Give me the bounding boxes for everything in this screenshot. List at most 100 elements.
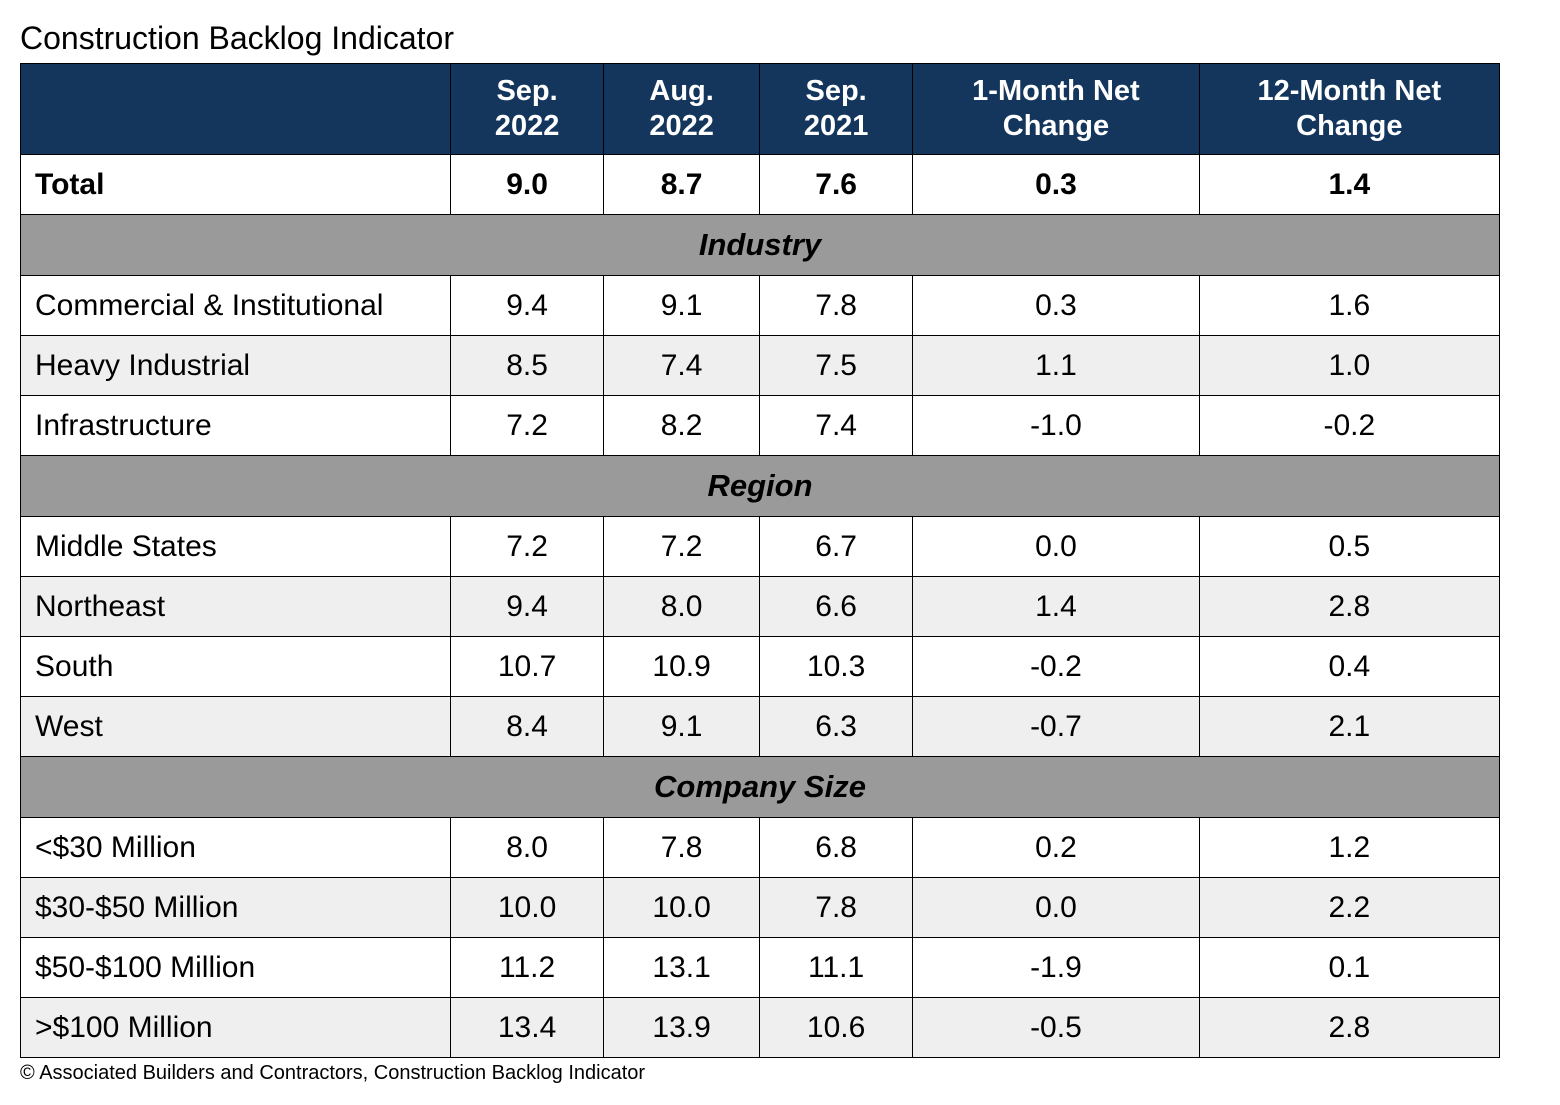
cell: 13.4 xyxy=(451,998,604,1058)
col-header-1month: 1-Month Net Change xyxy=(913,64,1199,155)
cell: 1.4 xyxy=(913,577,1199,637)
cell: 7.2 xyxy=(604,517,760,577)
row-label: $50-$100 Million xyxy=(21,938,451,998)
cell: 2.8 xyxy=(1199,577,1499,637)
row-label: Commercial & Institutional xyxy=(21,275,451,335)
cell: 11.2 xyxy=(451,938,604,998)
col-header-sep2021: Sep. 2021 xyxy=(760,64,913,155)
row-label: Northeast xyxy=(21,577,451,637)
cell: 0.2 xyxy=(913,818,1199,878)
cell: 10.0 xyxy=(451,878,604,938)
cell: 0.0 xyxy=(913,878,1199,938)
cell: 7.8 xyxy=(760,275,913,335)
cell: 6.3 xyxy=(760,697,913,757)
table-header: Sep. 2022 Aug. 2022 Sep. 2021 1-Month Ne… xyxy=(21,64,1500,155)
cell: 11.1 xyxy=(760,938,913,998)
cell: 10.7 xyxy=(451,637,604,697)
table-row: South 10.7 10.9 10.3 -0.2 0.4 xyxy=(21,637,1500,697)
cell: 8.2 xyxy=(604,395,760,455)
table-row: Commercial & Institutional 9.4 9.1 7.8 0… xyxy=(21,275,1500,335)
cell: 7.2 xyxy=(451,517,604,577)
cell: 8.0 xyxy=(604,577,760,637)
cell: -0.7 xyxy=(913,697,1199,757)
cell: 9.4 xyxy=(451,577,604,637)
row-label: South xyxy=(21,637,451,697)
total-val-3: 0.3 xyxy=(913,154,1199,214)
cell: 0.1 xyxy=(1199,938,1499,998)
col-header-12month: 12-Month Net Change xyxy=(1199,64,1499,155)
total-val-1: 8.7 xyxy=(604,154,760,214)
cell: 6.7 xyxy=(760,517,913,577)
row-label: >$100 Million xyxy=(21,998,451,1058)
section-company-size-label: Company Size xyxy=(21,757,1500,818)
total-val-2: 7.6 xyxy=(760,154,913,214)
row-label: Infrastructure xyxy=(21,395,451,455)
total-row: Total 9.0 8.7 7.6 0.3 1.4 xyxy=(21,154,1500,214)
cell: 9.1 xyxy=(604,697,760,757)
cell: 6.6 xyxy=(760,577,913,637)
table-row: West 8.4 9.1 6.3 -0.7 2.1 xyxy=(21,697,1500,757)
cell: 0.5 xyxy=(1199,517,1499,577)
cell: 0.4 xyxy=(1199,637,1499,697)
cell: 7.4 xyxy=(604,335,760,395)
total-val-4: 1.4 xyxy=(1199,154,1499,214)
row-label: <$30 Million xyxy=(21,818,451,878)
row-label: Heavy Industrial xyxy=(21,335,451,395)
cell: 7.5 xyxy=(760,335,913,395)
table-body: Total 9.0 8.7 7.6 0.3 1.4 Industry Comme… xyxy=(21,154,1500,1058)
row-label: West xyxy=(21,697,451,757)
total-val-0: 9.0 xyxy=(451,154,604,214)
table-row: $50-$100 Million 11.2 13.1 11.1 -1.9 0.1 xyxy=(21,938,1500,998)
table-row: >$100 Million 13.4 13.9 10.6 -0.5 2.8 xyxy=(21,998,1500,1058)
cell: 10.6 xyxy=(760,998,913,1058)
cell: -1.9 xyxy=(913,938,1199,998)
cell: 0.0 xyxy=(913,517,1199,577)
cell: 2.8 xyxy=(1199,998,1499,1058)
cell: 13.9 xyxy=(604,998,760,1058)
cell: 7.2 xyxy=(451,395,604,455)
cell: 9.4 xyxy=(451,275,604,335)
table-row: Middle States 7.2 7.2 6.7 0.0 0.5 xyxy=(21,517,1500,577)
cell: 7.4 xyxy=(760,395,913,455)
cell: 2.1 xyxy=(1199,697,1499,757)
cell: 1.2 xyxy=(1199,818,1499,878)
table-row: $30-$50 Million 10.0 10.0 7.8 0.0 2.2 xyxy=(21,878,1500,938)
section-region-label: Region xyxy=(21,455,1500,516)
cell: 8.4 xyxy=(451,697,604,757)
row-label: $30-$50 Million xyxy=(21,878,451,938)
main-container: Construction Backlog Indicator Sep. 2022… xyxy=(20,20,1500,1085)
col-header-sep2022: Sep. 2022 xyxy=(451,64,604,155)
table-row: Infrastructure 7.2 8.2 7.4 -1.0 -0.2 xyxy=(21,395,1500,455)
backlog-table: Sep. 2022 Aug. 2022 Sep. 2021 1-Month Ne… xyxy=(20,63,1500,1058)
cell: 7.8 xyxy=(604,818,760,878)
cell: -1.0 xyxy=(913,395,1199,455)
cell: 6.8 xyxy=(760,818,913,878)
total-label: Total xyxy=(21,154,451,214)
cell: 10.3 xyxy=(760,637,913,697)
footnote: © Associated Builders and Contractors, C… xyxy=(20,1062,1500,1085)
section-company-size: Company Size xyxy=(21,757,1500,818)
cell: 7.8 xyxy=(760,878,913,938)
page-title: Construction Backlog Indicator xyxy=(20,20,1500,57)
table-row: Northeast 9.4 8.0 6.6 1.4 2.8 xyxy=(21,577,1500,637)
table-row: <$30 Million 8.0 7.8 6.8 0.2 1.2 xyxy=(21,818,1500,878)
table-row: Heavy Industrial 8.5 7.4 7.5 1.1 1.0 xyxy=(21,335,1500,395)
col-header-aug2022: Aug. 2022 xyxy=(604,64,760,155)
cell: -0.2 xyxy=(913,637,1199,697)
cell: 2.2 xyxy=(1199,878,1499,938)
section-region: Region xyxy=(21,455,1500,516)
cell: 9.1 xyxy=(604,275,760,335)
cell: 1.0 xyxy=(1199,335,1499,395)
cell: -0.2 xyxy=(1199,395,1499,455)
cell: 0.3 xyxy=(913,275,1199,335)
cell: 8.0 xyxy=(451,818,604,878)
cell: 8.5 xyxy=(451,335,604,395)
cell: -0.5 xyxy=(913,998,1199,1058)
col-header-blank xyxy=(21,64,451,155)
cell: 1.1 xyxy=(913,335,1199,395)
section-industry-label: Industry xyxy=(21,214,1500,275)
cell: 1.6 xyxy=(1199,275,1499,335)
cell: 13.1 xyxy=(604,938,760,998)
section-industry: Industry xyxy=(21,214,1500,275)
row-label: Middle States xyxy=(21,517,451,577)
